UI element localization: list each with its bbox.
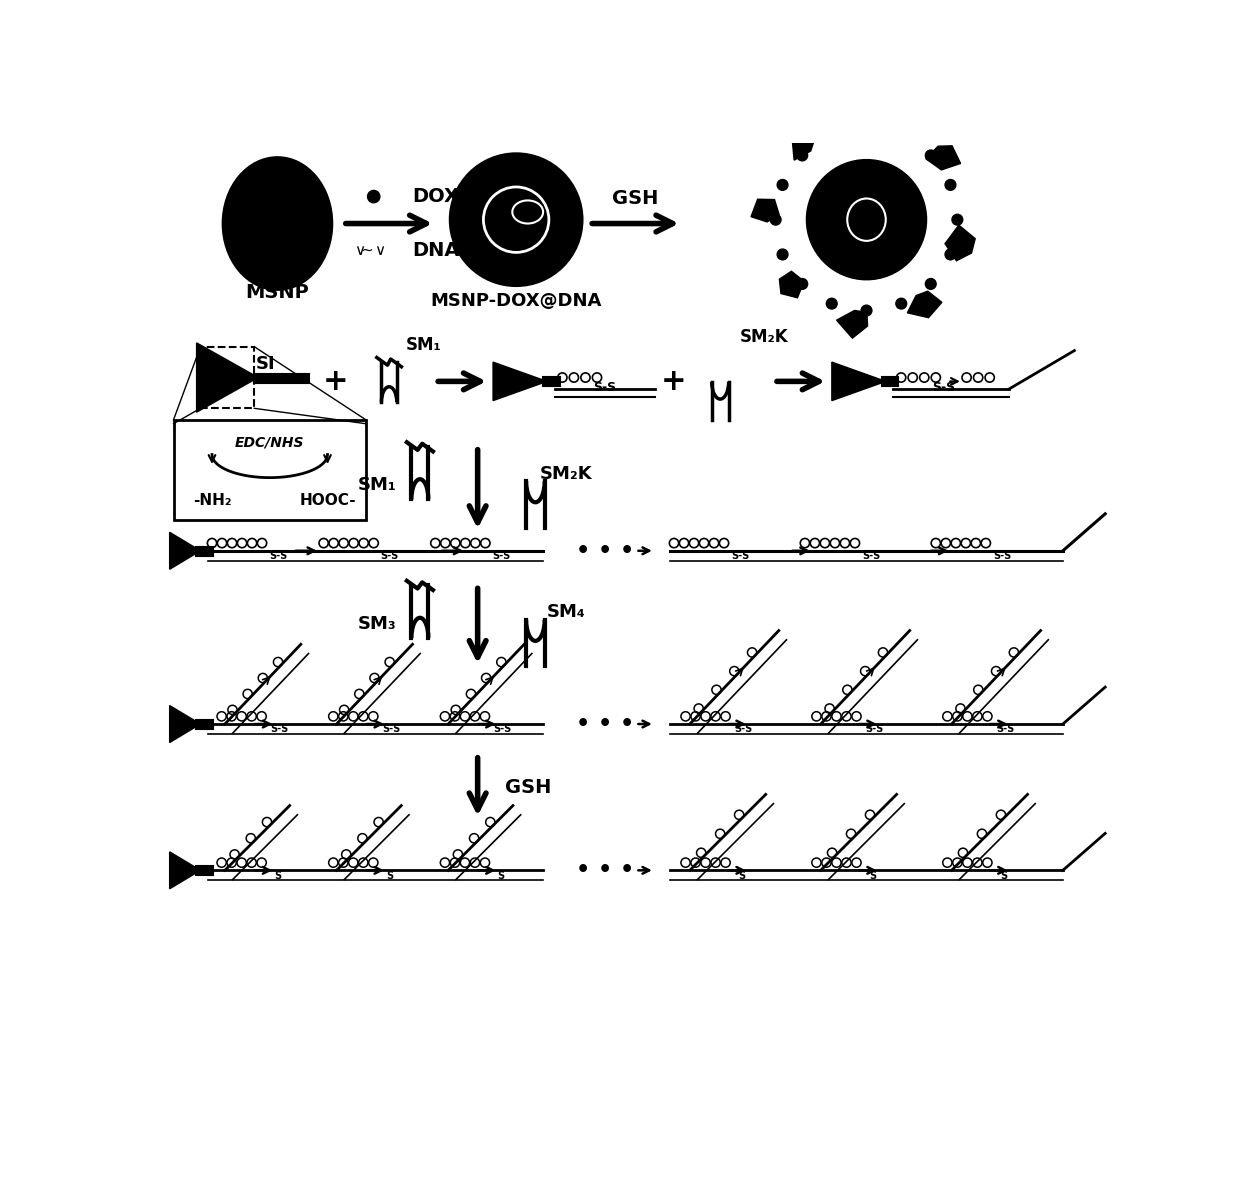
Text: SI: SI	[257, 354, 275, 372]
Text: S-S: S-S	[862, 552, 880, 561]
Polygon shape	[170, 533, 201, 570]
Text: S-S: S-S	[381, 552, 399, 561]
Text: SM₃: SM₃	[358, 615, 397, 633]
Circle shape	[770, 214, 781, 225]
Circle shape	[861, 306, 872, 316]
Circle shape	[925, 278, 936, 289]
Text: HOOC-: HOOC-	[299, 493, 356, 508]
Text: S-S: S-S	[734, 724, 753, 735]
Circle shape	[806, 159, 926, 279]
Text: GSH: GSH	[505, 779, 551, 798]
Text: SM₁: SM₁	[358, 477, 397, 495]
Text: SM₁: SM₁	[405, 336, 441, 354]
Text: • • •: • • •	[575, 541, 634, 561]
Ellipse shape	[222, 156, 334, 291]
Polygon shape	[780, 271, 804, 297]
Text: SM₂K: SM₂K	[539, 465, 593, 483]
Circle shape	[945, 249, 956, 260]
Text: EDC/NHS: EDC/NHS	[236, 436, 305, 449]
Polygon shape	[197, 342, 258, 413]
Text: MSNP-DOX@DNA: MSNP-DOX@DNA	[430, 291, 601, 309]
Text: S-S: S-S	[993, 552, 1011, 561]
Text: S-S: S-S	[593, 380, 616, 394]
Polygon shape	[908, 291, 942, 317]
Text: +: +	[661, 367, 687, 396]
Polygon shape	[494, 363, 547, 401]
Text: S-S: S-S	[382, 724, 401, 735]
Circle shape	[895, 131, 906, 141]
Polygon shape	[832, 363, 885, 401]
Text: S-S: S-S	[866, 724, 883, 735]
Circle shape	[797, 278, 807, 289]
Circle shape	[861, 124, 872, 134]
Text: GSH: GSH	[613, 189, 658, 208]
Bar	[201, 347, 254, 408]
Text: S-S: S-S	[494, 724, 512, 735]
Polygon shape	[751, 200, 779, 222]
Circle shape	[826, 131, 837, 141]
Text: +: +	[322, 367, 348, 396]
Text: SM₄: SM₄	[547, 603, 585, 622]
Text: DNA: DNA	[412, 241, 460, 260]
Polygon shape	[858, 108, 887, 136]
Text: S-S: S-S	[269, 552, 288, 561]
Text: • • •: • • •	[575, 715, 634, 734]
Circle shape	[797, 150, 807, 161]
Text: S-S: S-S	[932, 380, 955, 394]
Text: S: S	[869, 870, 877, 881]
Polygon shape	[837, 310, 868, 338]
Text: -NH₂: -NH₂	[192, 493, 231, 508]
Text: S: S	[999, 870, 1007, 881]
Text: SM₂K: SM₂K	[739, 328, 789, 346]
Text: S-S: S-S	[270, 724, 289, 735]
Text: DOX: DOX	[412, 187, 459, 206]
Text: S-S: S-S	[996, 724, 1014, 735]
Circle shape	[777, 249, 787, 260]
Text: MSNP: MSNP	[246, 283, 309, 302]
Text: S: S	[274, 870, 281, 881]
Polygon shape	[170, 851, 201, 889]
Text: • • •: • • •	[575, 861, 634, 880]
Circle shape	[925, 150, 936, 161]
Polygon shape	[926, 146, 961, 170]
Circle shape	[826, 298, 837, 309]
Circle shape	[952, 214, 962, 225]
Text: S: S	[497, 870, 505, 881]
Bar	[174, 420, 366, 520]
Polygon shape	[945, 225, 975, 260]
Text: S-S: S-S	[732, 552, 749, 561]
Polygon shape	[170, 705, 201, 742]
Polygon shape	[792, 127, 816, 161]
Text: S: S	[738, 870, 745, 881]
Circle shape	[895, 298, 906, 309]
Circle shape	[367, 190, 379, 203]
Text: S-S: S-S	[492, 552, 511, 561]
Circle shape	[945, 180, 956, 190]
Circle shape	[777, 180, 787, 190]
Text: S: S	[386, 870, 393, 881]
Text: $\vee\!\!\!\sim\!\!\vee$: $\vee\!\!\!\sim\!\!\vee$	[353, 243, 386, 258]
Ellipse shape	[449, 152, 584, 287]
